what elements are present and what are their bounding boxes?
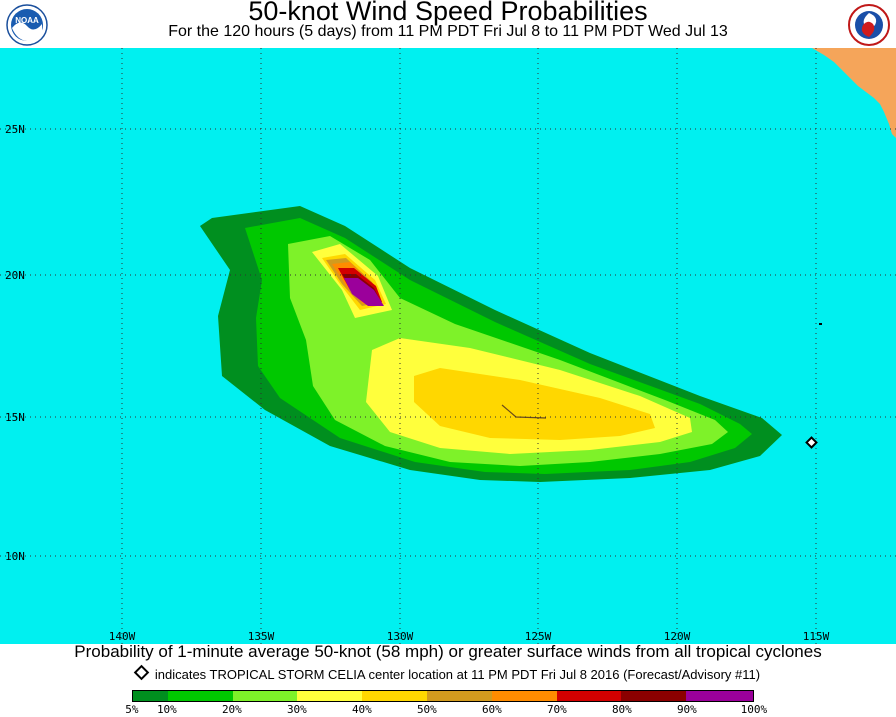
- legend-label: 70%: [546, 703, 567, 716]
- legend-label: 90%: [676, 703, 697, 716]
- longitude-label: 130W: [387, 630, 414, 643]
- probability-legend: [132, 690, 754, 702]
- legend-label: 5%: [125, 703, 139, 716]
- page-subtitle: For the 120 hours (5 days) from 11 PM PD…: [168, 23, 728, 40]
- longitude-label: 120W: [664, 630, 691, 643]
- latitude-label: 25N: [5, 123, 25, 136]
- page-title: 50-knot Wind Speed Probabilities: [248, 0, 648, 26]
- legend-swatch: [167, 691, 233, 701]
- legend-label: 60%: [481, 703, 502, 716]
- latitude-label: 10N: [5, 550, 25, 563]
- probability-map: 25N 20N 15N 10N 140W 135W 130W 125W 120W 115W: [0, 48, 896, 644]
- national-weather-service-logo-icon: [848, 4, 890, 46]
- baja-california-land: [812, 48, 896, 138]
- storm-note-text: indicates TROPICAL STORM CELIA center lo…: [154, 667, 761, 682]
- legend-swatch: [621, 691, 687, 701]
- legend-swatch: [427, 691, 492, 701]
- legend-swatch: [491, 691, 557, 701]
- longitude-label: 115W: [803, 630, 830, 643]
- legend-label: 20%: [221, 703, 242, 716]
- legend-labels: 5% 10% 20% 30% 40% 50% 60% 70% 80% 90% 100%: [0, 703, 896, 717]
- longitude-label: 140W: [109, 630, 136, 643]
- legend-swatch: [297, 691, 363, 701]
- legend-label: 10%: [156, 703, 177, 716]
- storm-marker-legend-icon: [133, 664, 150, 681]
- band-40-percent: [322, 254, 655, 440]
- latitude-label: 20N: [5, 269, 25, 282]
- lat-lon-grid: 25N 20N 15N 10N 140W 135W 130W 125W 120W 115W: [0, 48, 896, 644]
- map-canvas: 25N 20N 15N 10N 140W 135W 130W 125W 120W 115W: [0, 48, 896, 644]
- longitude-label: 125W: [525, 630, 552, 643]
- legend-swatch: [232, 691, 298, 701]
- legend-swatch: [133, 691, 168, 701]
- legend-label: 100%: [740, 703, 768, 716]
- legend-label: 50%: [416, 703, 437, 716]
- longitude-label: 135W: [248, 630, 275, 643]
- legend-swatch: [686, 691, 754, 701]
- legend-label: 30%: [286, 703, 307, 716]
- island-dot: [819, 323, 822, 325]
- legend-label: 80%: [611, 703, 632, 716]
- band-90-percent: [344, 278, 384, 306]
- storm-center-marker: [805, 436, 818, 449]
- legend-swatch: [556, 691, 622, 701]
- noaa-logo-icon: NOAA: [6, 4, 48, 46]
- legend-swatch: [362, 691, 428, 701]
- legend-label: 40%: [351, 703, 372, 716]
- storm-location-note: indicates TROPICAL STORM CELIA center lo…: [0, 664, 896, 683]
- latitude-label: 15N: [5, 411, 25, 424]
- map-caption: Probability of 1-minute average 50-knot …: [74, 642, 822, 661]
- noaa-logo-text: NOAA: [15, 16, 39, 25]
